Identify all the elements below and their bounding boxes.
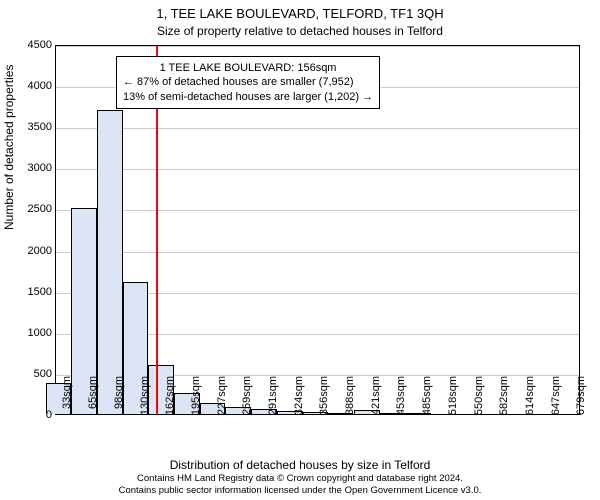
xtick-label: 550sqm xyxy=(473,376,485,418)
annotation-box: 1 TEE LAKE BOULEVARD: 156sqm← 87% of det… xyxy=(116,56,380,109)
xtick-label: 421sqm xyxy=(370,376,382,418)
xtick-label: 130sqm xyxy=(139,376,151,418)
ytick-label: 2000 xyxy=(12,245,52,257)
xtick-label: 582sqm xyxy=(498,376,510,418)
ytick-label: 3000 xyxy=(12,162,52,174)
xtick-label: 518sqm xyxy=(447,376,459,418)
xtick-label: 195sqm xyxy=(190,376,202,418)
ytick-label: 4500 xyxy=(12,39,52,51)
ytick-label: 4000 xyxy=(12,80,52,92)
xtick-label: 388sqm xyxy=(344,376,356,418)
gridline xyxy=(56,46,579,47)
histogram-bar xyxy=(97,110,123,414)
ytick-label: 2500 xyxy=(12,203,52,215)
gridline xyxy=(56,128,579,129)
x-axis-label: Distribution of detached houses by size … xyxy=(0,458,600,472)
xtick-label: 679sqm xyxy=(575,376,587,418)
xtick-label: 259sqm xyxy=(241,376,253,418)
footnote-line1: Contains HM Land Registry data © Crown c… xyxy=(137,473,463,484)
ytick-label: 500 xyxy=(12,368,52,380)
ytick-label: 1500 xyxy=(12,286,52,298)
chart-container: 1, TEE LAKE BOULEVARD, TELFORD, TF1 3QH … xyxy=(0,0,600,500)
footnote-line2: Contains public sector information licen… xyxy=(119,485,482,496)
annotation-line: 13% of semi-detached houses are larger (… xyxy=(123,90,373,104)
xtick-label: 98sqm xyxy=(113,376,125,418)
xtick-label: 647sqm xyxy=(550,376,562,418)
gridline xyxy=(56,169,579,170)
xtick-label: 453sqm xyxy=(395,376,407,418)
chart-subtitle: Size of property relative to detached ho… xyxy=(0,24,600,38)
ytick-label: 3500 xyxy=(12,121,52,133)
annotation-line: ← 87% of detached houses are smaller (7,… xyxy=(123,75,373,89)
xtick-label: 356sqm xyxy=(318,376,330,418)
ytick-label: 0 xyxy=(12,409,52,421)
xtick-label: 162sqm xyxy=(164,376,176,418)
footnote: Contains HM Land Registry data © Crown c… xyxy=(0,473,600,496)
gridline xyxy=(56,210,579,211)
xtick-label: 614sqm xyxy=(524,376,536,418)
gridline xyxy=(56,252,579,253)
ytick-label: 1000 xyxy=(12,327,52,339)
xtick-label: 291sqm xyxy=(267,376,279,418)
xtick-label: 485sqm xyxy=(421,376,433,418)
xtick-label: 227sqm xyxy=(216,376,228,418)
xtick-label: 33sqm xyxy=(61,376,73,418)
xtick-label: 65sqm xyxy=(87,376,99,418)
chart-title: 1, TEE LAKE BOULEVARD, TELFORD, TF1 3QH xyxy=(0,6,600,21)
annotation-line: 1 TEE LAKE BOULEVARD: 156sqm xyxy=(123,61,373,75)
xtick-label: 324sqm xyxy=(293,376,305,418)
